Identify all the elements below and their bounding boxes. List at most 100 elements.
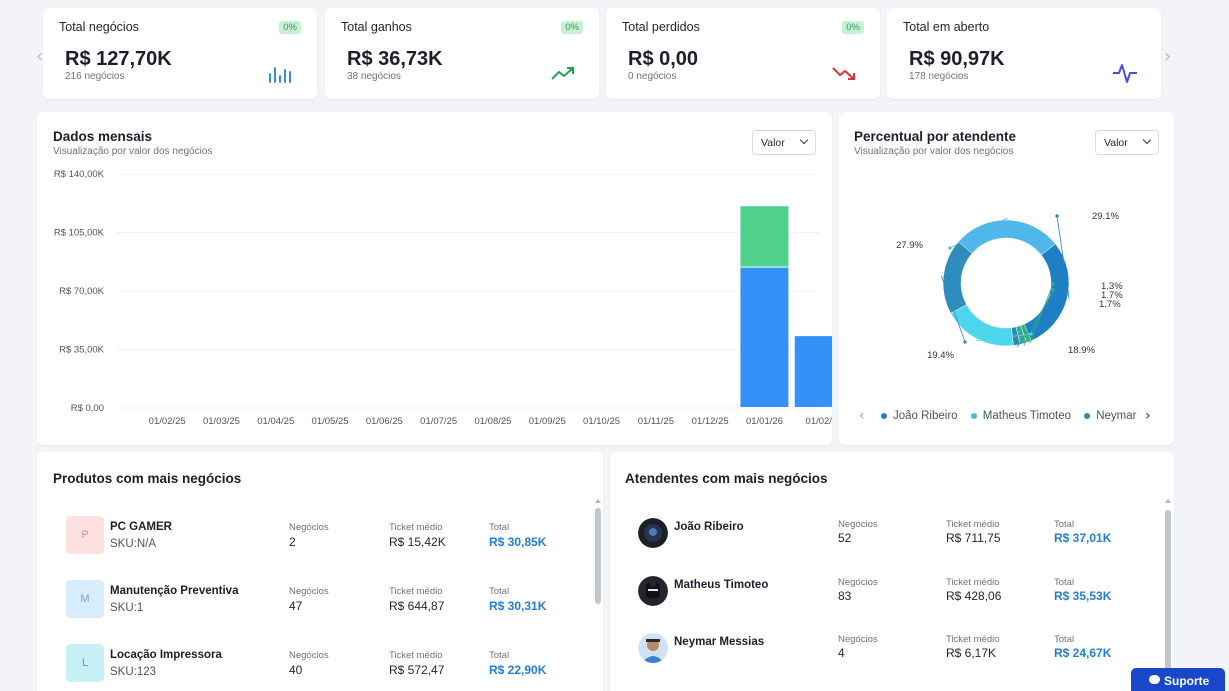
- support-button[interactable]: Suporte: [1131, 668, 1225, 691]
- legend-item[interactable]: Matheus Timoteo: [970, 410, 1071, 422]
- legend-item[interactable]: Neymar: [1084, 410, 1136, 422]
- y-tick-label: R$ 35,00K: [59, 345, 105, 356]
- label-dot: [1050, 294, 1054, 298]
- kpi-subtext: 178 negócios: [909, 71, 969, 82]
- legend-prev-arrow-icon[interactable]: ‹: [859, 408, 865, 424]
- legend-dot: [970, 412, 977, 419]
- product-row[interactable]: P PC GAMER SKU:N/A Negócios 2 Ticket méd…: [37, 516, 597, 576]
- attendant-row[interactable]: João Ribeiro Negócios 52 Ticket médio R$…: [610, 516, 1170, 576]
- avatar: [638, 576, 668, 606]
- select-value: Valor: [761, 137, 785, 149]
- total-value: R$ 22,90K: [489, 663, 547, 677]
- donut-slice: [942, 241, 973, 314]
- deals-value: 83: [838, 589, 852, 603]
- product-sku: SKU:N/A: [110, 538, 157, 550]
- total-value: R$ 30,31K: [489, 599, 547, 613]
- y-tick-label: R$ 0,00: [71, 403, 104, 414]
- donut-slice: [1023, 243, 1070, 342]
- deals-label: Negócios: [838, 577, 878, 588]
- attendants-scrollbar[interactable]: [1165, 510, 1171, 680]
- monthly-bar-chart: R$ 0,00 R$ 35,00K R$ 70,00K R$ 105,00K R$ 14…: [54, 169, 832, 427]
- slice-label: 18.9%: [1068, 345, 1095, 356]
- kpi-next-arrow-icon[interactable]: ›: [1164, 46, 1172, 67]
- total-value: R$ 30,85K: [489, 535, 547, 549]
- avatar: [638, 633, 668, 663]
- legend-dot: [1084, 412, 1091, 419]
- label-leader-line: [1056, 215, 1070, 299]
- total-value: R$ 37,01K: [1054, 531, 1112, 545]
- deals-value: 4: [838, 646, 845, 660]
- monthly-data-panel: Dados mensais Visualização por valor dos…: [37, 112, 832, 445]
- products-scrollbar[interactable]: [595, 508, 601, 604]
- kpi-prev-arrow-icon[interactable]: ‹: [36, 46, 44, 67]
- panel-title: Percentual por atendente: [854, 129, 1017, 144]
- product-row[interactable]: M Manutenção Preventiva SKU:1 Negócios 4…: [37, 580, 597, 640]
- panel-title: Dados mensais: [53, 129, 153, 144]
- bar: [794, 336, 832, 407]
- label-leader-line: [1029, 283, 1054, 344]
- x-tick-label: 01/04/25: [257, 416, 294, 427]
- kpi-value: R$ 90,97K: [909, 48, 1005, 70]
- attendant-row[interactable]: Neymar Messias Negócios 4 Ticket médio R…: [610, 631, 1170, 691]
- ticket-label: Ticket médio: [389, 650, 443, 661]
- total-label: Total: [1054, 577, 1075, 588]
- monthly-metric-select[interactable]: Valor: [752, 130, 816, 155]
- top-attendants-panel: Atendentes com mais negócios João Ribeir…: [610, 452, 1174, 691]
- scroll-up-arrow-icon[interactable]: [1165, 499, 1171, 503]
- total-label: Total: [1054, 634, 1075, 645]
- ticket-value: R$ 15,42K: [389, 535, 446, 549]
- x-tick-label: 01/06/25: [366, 416, 403, 427]
- ticket-label: Ticket médio: [389, 586, 443, 597]
- x-tick-label: 01/02/: [806, 416, 832, 427]
- trending-down-icon: [832, 67, 855, 80]
- avatar: [638, 518, 668, 548]
- legend-label: Matheus Timoteo: [982, 410, 1071, 422]
- ticket-value: R$ 644,87: [389, 599, 445, 613]
- panel-title: Produtos com mais negócios: [53, 471, 242, 486]
- slice-label: 1.7%: [1099, 299, 1121, 310]
- activity-icon: [1113, 64, 1137, 83]
- label-dot: [1051, 282, 1055, 286]
- legend-next-arrow-icon[interactable]: ›: [1145, 408, 1151, 424]
- kpi-title: Total perdidos: [622, 20, 700, 34]
- select-value: Valor: [1104, 137, 1128, 149]
- label-dot: [1051, 288, 1055, 292]
- bar: [740, 267, 789, 407]
- ticket-label: Ticket médio: [946, 634, 1000, 645]
- panel-subtitle: Visualização por valor dos negócios: [854, 146, 1014, 157]
- product-sku: SKU:123: [110, 666, 157, 678]
- product-row[interactable]: L Locação Impressora SKU:123 Negócios 40…: [37, 644, 597, 691]
- deals-value: 40: [289, 663, 303, 677]
- label-leader-line: [976, 333, 1032, 342]
- donut-slice: [958, 219, 1056, 256]
- attendant-metric-select[interactable]: Valor: [1095, 130, 1159, 155]
- top-products-panel: Produtos com mais negócios P PC GAMER SK…: [37, 452, 603, 691]
- product-thumbnail: L: [66, 644, 104, 682]
- ticket-label: Ticket médio: [946, 519, 1000, 530]
- ticket-label: Ticket médio: [946, 577, 1000, 588]
- kpi-card-total-open: Total em aberto R$ 90,97K 178 negócios: [887, 8, 1161, 99]
- scroll-up-arrow-icon[interactable]: [595, 499, 601, 503]
- label-dot: [1029, 332, 1033, 336]
- legend-item[interactable]: João Ribeiro: [881, 410, 958, 422]
- ticket-value: R$ 572,47: [389, 663, 445, 677]
- deals-label: Negócios: [289, 522, 329, 533]
- deals-value: 52: [838, 531, 852, 545]
- deals-label: Negócios: [838, 634, 878, 645]
- label-leader-line: [1023, 289, 1054, 346]
- kpi-value: R$ 127,70K: [65, 48, 172, 70]
- product-sku: SKU:1: [110, 602, 144, 614]
- slice-label: 1.7%: [1101, 290, 1123, 301]
- ticket-value: R$ 428,06: [946, 589, 1002, 603]
- label-dot: [963, 340, 967, 344]
- deals-value: 47: [289, 599, 303, 613]
- donut-legend: João Ribeiro Matheus Timoteo Neymar: [881, 410, 1145, 430]
- attendant-row[interactable]: Matheus Timoteo Negócios 83 Ticket médio…: [610, 574, 1170, 634]
- total-label: Total: [489, 650, 510, 661]
- slice-label: 29.1%: [1092, 211, 1119, 222]
- panel-subtitle: Visualização por valor dos negócios: [53, 146, 213, 157]
- y-tick-label: R$ 140,00K: [54, 169, 105, 180]
- deals-label: Negócios: [289, 586, 329, 597]
- legend-dot: [881, 412, 887, 419]
- kpi-card-total-won: Total ganhos 0% R$ 36,73K 38 negócios: [325, 8, 599, 99]
